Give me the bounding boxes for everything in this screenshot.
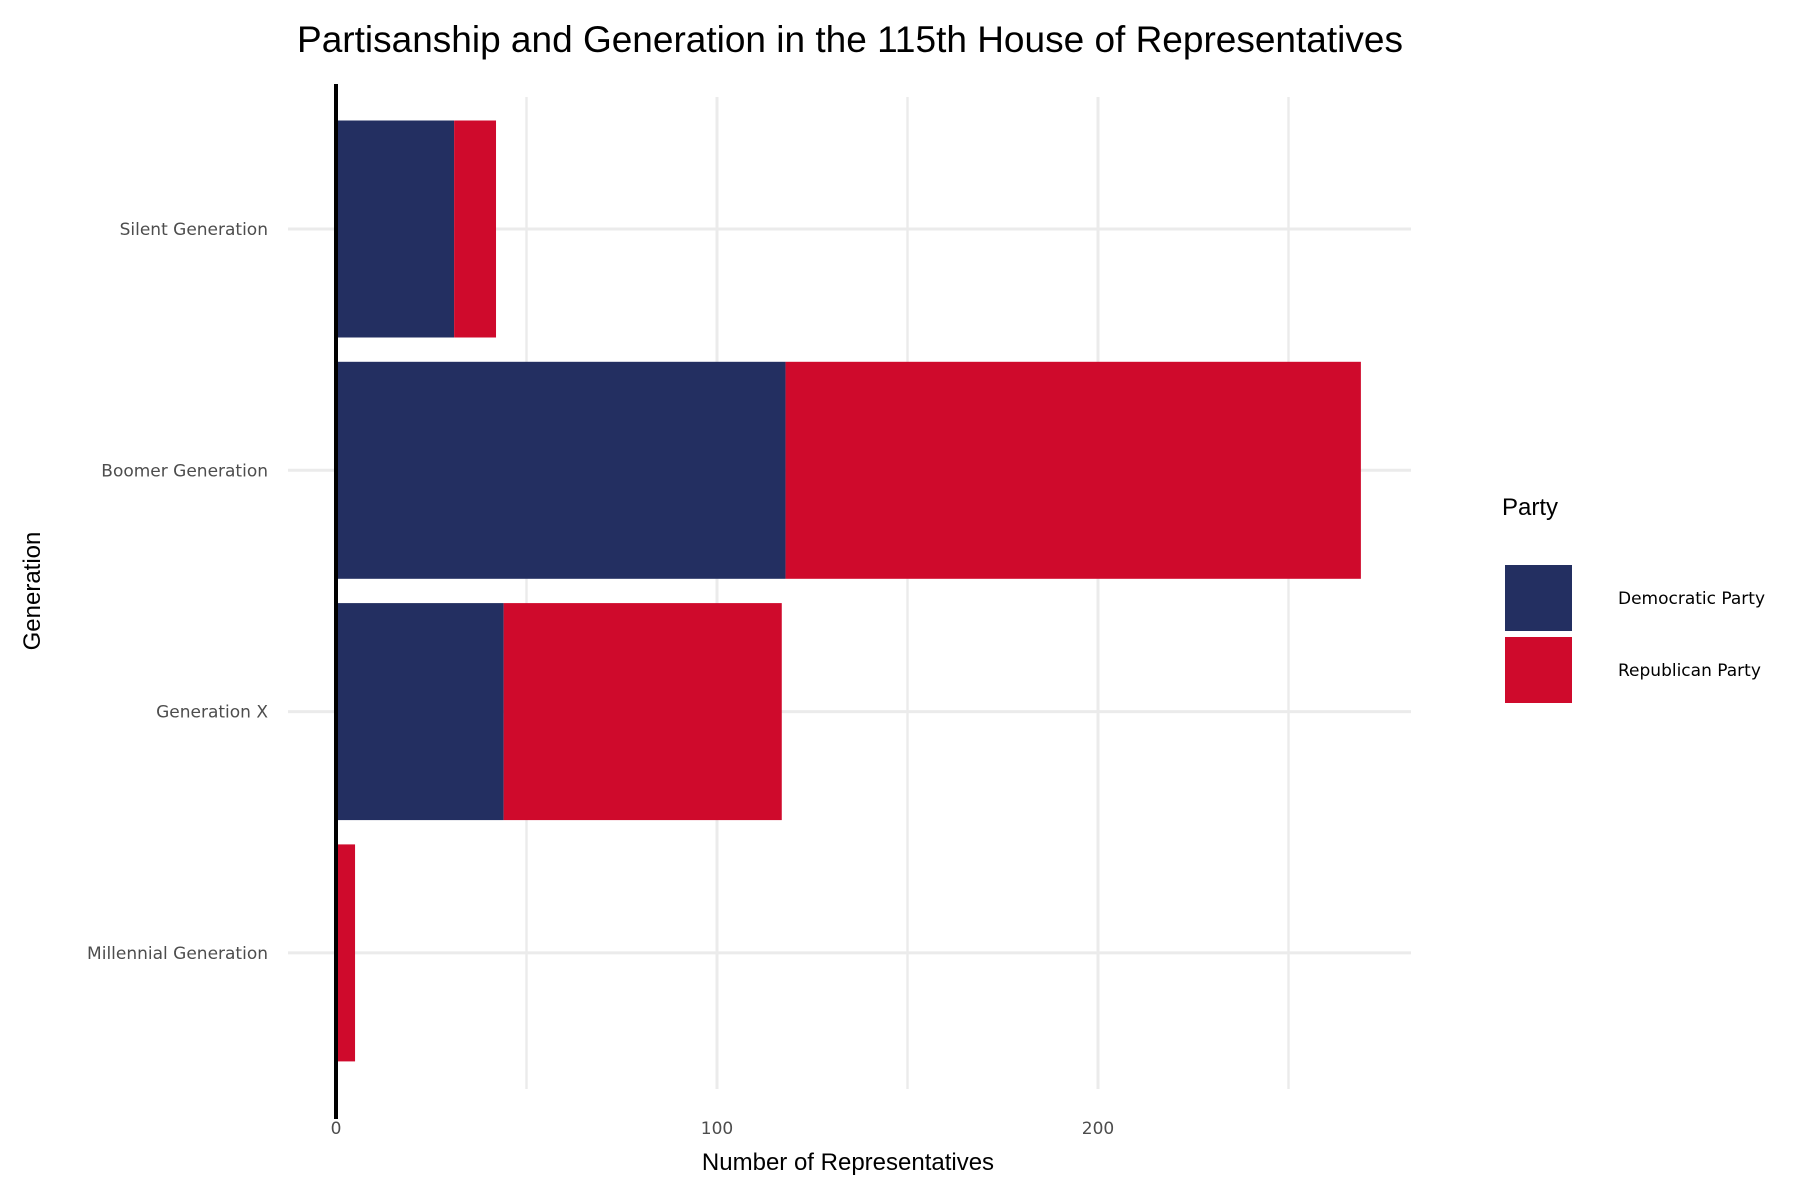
x-tick-label: 200 xyxy=(1082,1119,1114,1139)
legend: Party Democratic Party Republican Party xyxy=(1502,494,1765,703)
legend-swatch-republican-party xyxy=(1505,637,1572,703)
x-axis-title: Number of Representatives xyxy=(702,1149,994,1176)
y-tick-label: Generation X xyxy=(156,703,268,723)
x-tick-labels: 0 100 200 xyxy=(331,1119,1115,1139)
y-tick-label: Boomer Generation xyxy=(101,461,268,481)
bar-republican-party-millennial-generation xyxy=(336,844,356,1062)
bars xyxy=(336,120,1361,1062)
legend-title: Party xyxy=(1502,494,1558,521)
bar-republican-party-silent-generation xyxy=(454,120,497,338)
y-tick-labels: Silent Generation Boomer Generation Genera… xyxy=(87,220,268,964)
y-tick-label: Silent Generation xyxy=(120,220,268,240)
y-axis-title: Generation xyxy=(19,532,46,651)
legend-swatch-democratic-party xyxy=(1505,565,1572,631)
bar-democratic-party-generation-x xyxy=(336,603,504,821)
bar-democratic-party-silent-generation xyxy=(336,120,455,338)
x-tick-label: 0 xyxy=(331,1119,342,1139)
bar-republican-party-boomer-generation xyxy=(785,361,1361,579)
x-tick-label: 100 xyxy=(701,1119,733,1139)
bar-republican-party-generation-x xyxy=(503,603,782,821)
legend-label: Republican Party xyxy=(1618,661,1761,681)
chart-title: Partisanship and Generation in the 115th… xyxy=(297,19,1403,60)
legend-label: Democratic Party xyxy=(1618,589,1765,609)
y-tick-label: Millennial Generation xyxy=(87,944,268,964)
bar-democratic-party-boomer-generation xyxy=(336,361,786,579)
